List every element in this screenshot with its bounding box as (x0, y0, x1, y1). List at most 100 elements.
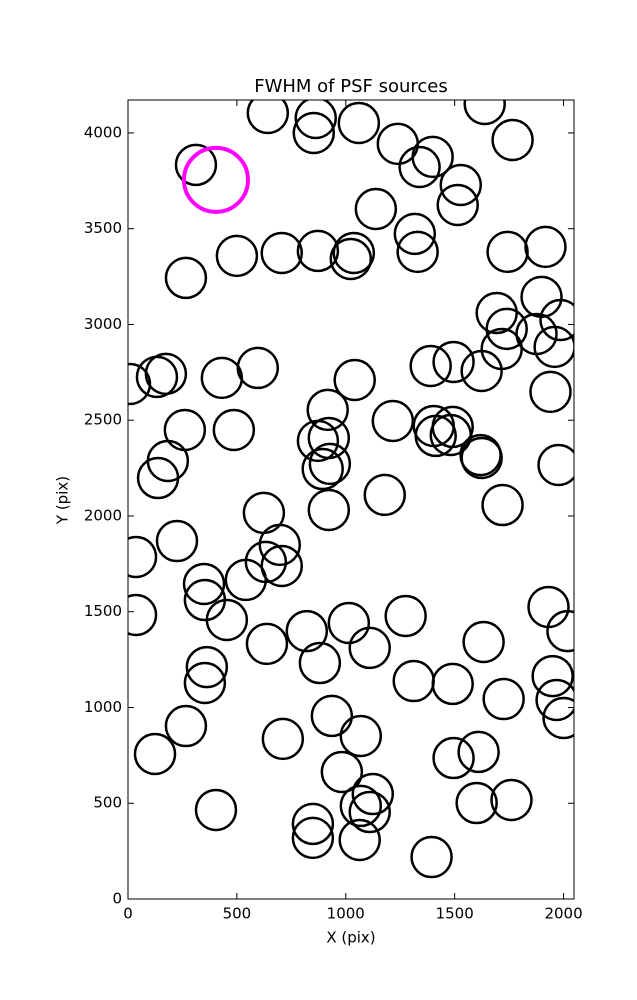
y-tick-label: 2500 (84, 411, 122, 429)
source-marker (398, 145, 441, 189)
source-marker (339, 714, 383, 758)
source-marker (384, 594, 427, 638)
source-marker (460, 436, 503, 480)
source-marker (348, 626, 391, 670)
x-tick-label: 2000 (544, 905, 582, 923)
source-marker (482, 677, 525, 721)
source-marker (291, 816, 335, 860)
chart-title: FWHM of PSF sources (254, 76, 448, 97)
source-marker (537, 443, 574, 487)
source-marker (332, 231, 376, 275)
source-marker (298, 641, 342, 685)
source-marker (327, 601, 371, 645)
source-marker (194, 788, 238, 832)
source-marker (339, 784, 383, 828)
source-marker (329, 237, 373, 281)
source-marker (393, 212, 437, 256)
source-marker (542, 696, 574, 740)
source-marker (174, 143, 218, 187)
source-marker (485, 307, 528, 351)
source-marker (432, 736, 475, 780)
source-marker (128, 535, 158, 579)
source-marker (409, 344, 452, 388)
source-marker (308, 442, 352, 486)
y-axis-label: Y (pix) (54, 476, 72, 525)
source-marker (481, 483, 524, 527)
source-marker (455, 781, 498, 825)
source-marker (439, 163, 483, 207)
source-marker (296, 419, 340, 463)
source-marker (301, 447, 344, 491)
y-tick-label: 1500 (84, 602, 122, 620)
source-marker (371, 399, 415, 443)
source-marker (307, 488, 351, 532)
x-tick-label: 500 (223, 905, 252, 923)
y-tick-label: 3500 (84, 219, 122, 237)
source-marker (486, 230, 529, 274)
source-marker (533, 325, 574, 369)
source-marker (135, 355, 179, 399)
source-marker (164, 704, 208, 748)
source-marker (524, 225, 567, 269)
y-tick-label: 2000 (84, 506, 122, 524)
source-marker (246, 100, 290, 135)
source-marker (182, 562, 226, 606)
source-marker (432, 340, 475, 384)
y-tick-label: 500 (93, 794, 122, 812)
source-marker (529, 370, 572, 414)
source-marker (181, 145, 250, 214)
source-marker (535, 678, 574, 722)
source-marker (285, 609, 329, 653)
x-tick-label: 1500 (436, 905, 474, 923)
source-marker (215, 234, 259, 278)
source-marker (411, 135, 454, 179)
source-marker (212, 408, 256, 452)
source-marker (546, 609, 574, 653)
source-marker (531, 654, 574, 698)
source-marker (460, 349, 503, 393)
source-marker (205, 598, 249, 642)
source-marker (224, 558, 268, 602)
source-marker (260, 231, 303, 275)
source-marker (294, 100, 337, 140)
source-marker (431, 662, 474, 706)
y-tick-label: 1000 (84, 698, 122, 716)
source-marker (457, 730, 500, 774)
source-marker (291, 802, 335, 846)
source-marker (133, 732, 177, 776)
source-marker (292, 111, 336, 155)
source-marker (245, 622, 289, 666)
x-tick-label: 0 (123, 905, 133, 923)
source-marker (185, 645, 229, 689)
source-marker (306, 388, 349, 432)
source-marker (363, 473, 407, 517)
y-tick-label: 0 (112, 890, 122, 908)
plot-area (128, 100, 574, 879)
source-marker (155, 519, 199, 563)
source-marker (436, 183, 479, 227)
source-marker (183, 661, 227, 705)
source-marker (414, 414, 457, 458)
source-marker (200, 356, 244, 400)
source-marker (348, 790, 391, 834)
source-marker (462, 620, 505, 664)
source-marker (337, 101, 381, 145)
source-marker (410, 835, 453, 879)
source-marker (539, 298, 574, 342)
source-marker (320, 750, 364, 794)
y-tick-label: 4000 (84, 123, 122, 141)
source-marker (310, 694, 354, 738)
y-tick-label: 3000 (84, 315, 122, 333)
source-marker (338, 818, 381, 862)
source-marker (354, 187, 398, 231)
source-marker (164, 256, 208, 300)
axes-frame (127, 99, 575, 900)
source-marker (333, 358, 376, 402)
source-marker (490, 778, 533, 822)
source-marker (396, 230, 439, 274)
source-marker (351, 772, 395, 816)
source-marker (429, 413, 472, 457)
source-marker (128, 593, 158, 637)
